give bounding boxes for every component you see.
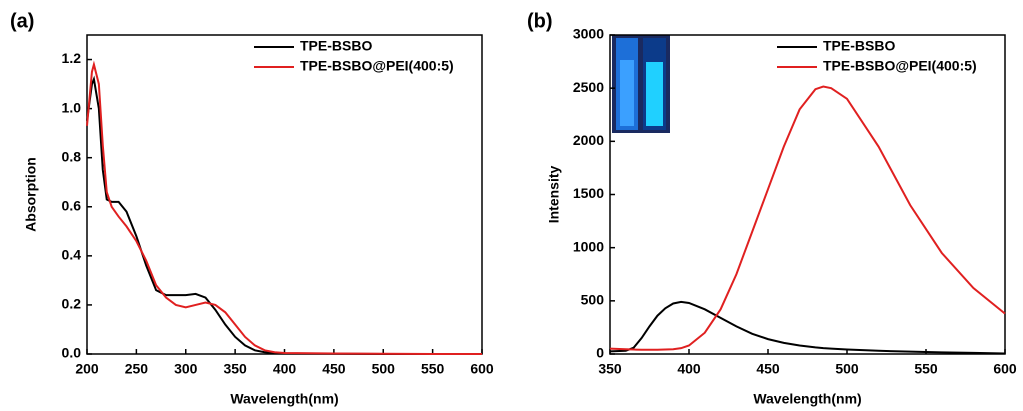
x-axis-label: Wavelength(nm) xyxy=(753,391,861,407)
x-tick-label: 600 xyxy=(470,361,494,377)
x-tick-label: 350 xyxy=(598,361,622,377)
x-tick-label: 400 xyxy=(677,361,701,377)
y-tick-label: 2500 xyxy=(573,79,604,95)
y-tick-label: 2000 xyxy=(573,132,604,148)
y-tick-label: 3000 xyxy=(573,26,604,42)
y-tick-label: 0.0 xyxy=(62,345,82,361)
series-line xyxy=(86,75,482,355)
y-tick-label: 1500 xyxy=(573,185,604,201)
legend-label: TPE-BSBO@PEI(400:5) xyxy=(823,58,977,74)
x-tick-label: 200 xyxy=(75,361,99,377)
y-tick-label: 0.4 xyxy=(62,247,82,263)
x-tick-label: 350 xyxy=(223,361,247,377)
plot-frame xyxy=(86,34,483,355)
x-tick-label: 500 xyxy=(835,361,859,377)
x-tick-label: 450 xyxy=(322,361,346,377)
panel-label: (b) xyxy=(527,10,553,32)
series-line xyxy=(609,85,1006,351)
y-tick-label: 0.6 xyxy=(62,197,82,213)
y-tick-label: 1000 xyxy=(573,238,604,254)
y-tick-label: 0.8 xyxy=(62,148,82,164)
panel-label: (a) xyxy=(10,10,34,32)
y-tick-label: 1.0 xyxy=(62,99,82,115)
y-axis-label: Absorption xyxy=(23,157,39,232)
x-axis-label: Wavelength(nm) xyxy=(230,391,338,407)
y-tick-label: 500 xyxy=(581,292,605,308)
x-tick-label: 500 xyxy=(372,361,396,377)
x-tick-label: 250 xyxy=(125,361,149,377)
x-tick-label: 300 xyxy=(174,361,198,377)
x-tick-label: 550 xyxy=(914,361,938,377)
x-tick-label: 600 xyxy=(993,361,1017,377)
legend-label: TPE-BSBO xyxy=(823,38,895,54)
series-line xyxy=(609,300,1006,355)
y-axis-label: Intensity xyxy=(546,166,562,224)
y-tick-label: 0 xyxy=(596,345,604,361)
y-tick-label: 1.2 xyxy=(62,50,82,66)
legend-label: TPE-BSBO xyxy=(300,38,372,54)
x-tick-label: 550 xyxy=(421,361,445,377)
legend-label: TPE-BSBO@PEI(400:5) xyxy=(300,58,454,74)
x-tick-label: 450 xyxy=(756,361,780,377)
x-tick-label: 400 xyxy=(273,361,297,377)
inset-photo xyxy=(612,35,670,133)
y-tick-label: 0.2 xyxy=(62,296,82,312)
series-line xyxy=(86,60,482,355)
